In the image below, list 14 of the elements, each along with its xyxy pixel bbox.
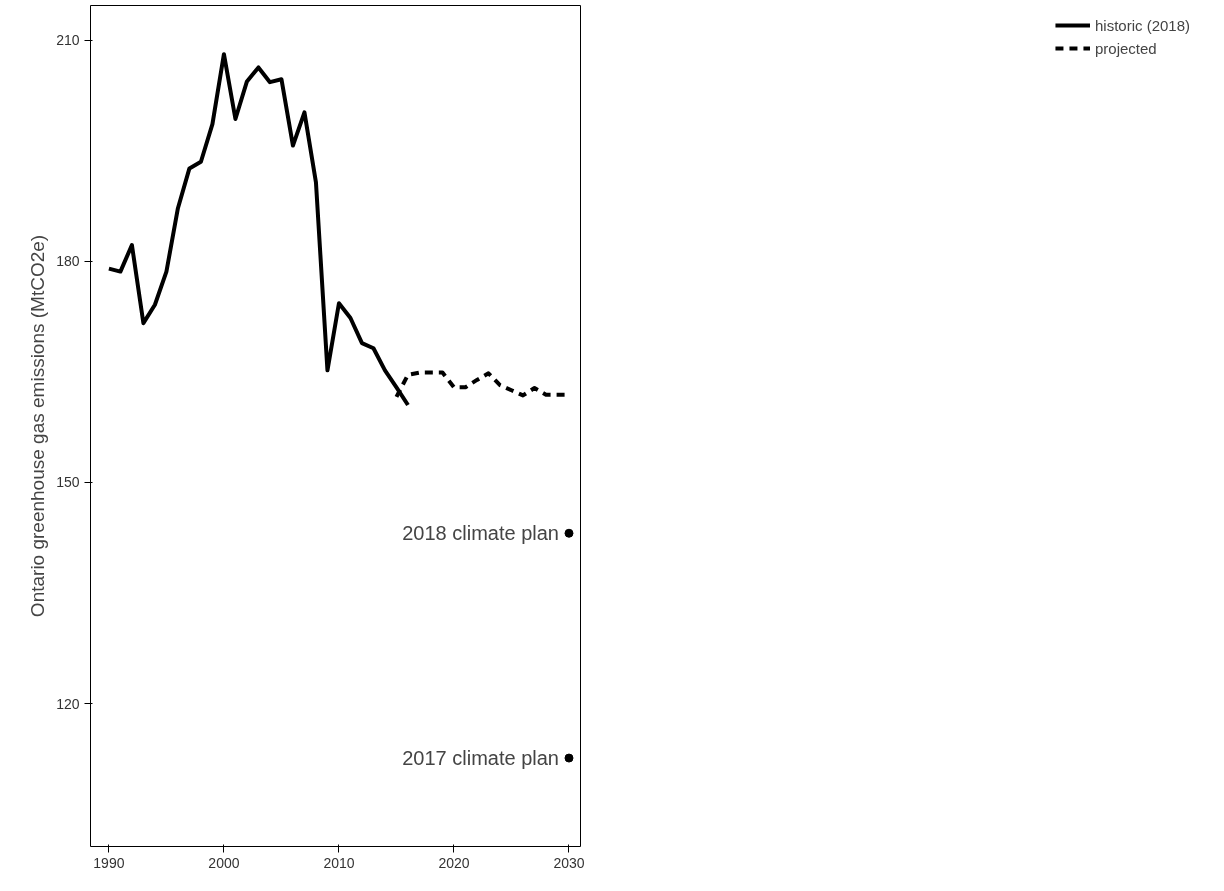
annotation: 2018 climate plan — [402, 522, 560, 545]
x-tick-label: 1990 — [93, 854, 125, 871]
y-tick-label: 210 — [56, 32, 80, 49]
annotation: 2017 climate plan — [402, 747, 560, 770]
legend-label: projected — [1094, 39, 1157, 57]
y-tick-label: 150 — [56, 474, 80, 491]
x-tick-label: 2010 — [323, 854, 355, 871]
legend-label: historic (2018) — [1094, 16, 1190, 34]
y-tick-label: 180 — [56, 253, 80, 270]
y-axis-title: Ontario greenhouse gas emissions (MtCO2e) — [27, 234, 49, 618]
x-tick-label: 2030 — [553, 854, 585, 871]
x-tick-label: 2020 — [438, 854, 470, 871]
x-tick-label: 2000 — [208, 854, 240, 871]
y-tick-label: 120 — [56, 695, 80, 712]
